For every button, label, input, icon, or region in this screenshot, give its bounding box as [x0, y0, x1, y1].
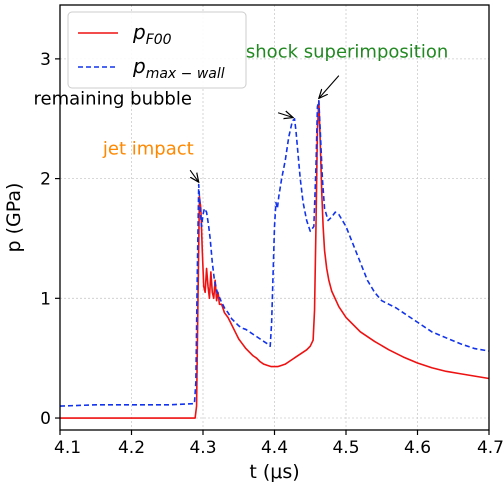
series-lines	[59, 99, 490, 419]
series-line-0	[60, 99, 490, 419]
legend-label-1: pmax − wall	[132, 54, 225, 82]
annotation-arrow-2	[319, 75, 340, 99]
x-tick-label: 4.1	[54, 438, 81, 458]
series-line-1	[59, 99, 490, 407]
legend: pF00 pmax − wall	[67, 11, 247, 89]
annotation-label-2: shock superimposition	[246, 42, 448, 63]
annotation-arrow-1	[277, 113, 293, 118]
legend-label-0: pF00	[132, 20, 172, 48]
legend-box	[67, 11, 247, 89]
y-tick-label: 0	[40, 409, 51, 429]
x-axis-label: t (μs)	[249, 461, 299, 483]
x-tick-label: 4.4	[261, 438, 288, 458]
y-axis-label: p (GPa)	[3, 183, 25, 253]
y-tick-label: 3	[40, 50, 51, 70]
x-tick-label: 4.7	[477, 438, 504, 458]
x-tick-label: 4.2	[118, 438, 145, 458]
y-tick-label: 1	[40, 289, 51, 309]
x-tick-label: 4.5	[332, 438, 359, 458]
x-tick-label: 4.3	[189, 438, 216, 458]
annotation-label-1: remaining bubble	[34, 88, 192, 109]
x-tick-label: 4.6	[404, 438, 431, 458]
annotation-arrow-0	[189, 169, 199, 182]
annotation-label-0: jet impact	[102, 139, 194, 160]
y-tick-label: 2	[40, 170, 51, 190]
annotations: jet impact remaining bubble shock superimp…	[34, 42, 448, 183]
axis-ticks: 4.1 4.2 4.3 4.4 4.5 4.6 4.7 0 1 2 3	[40, 50, 504, 458]
